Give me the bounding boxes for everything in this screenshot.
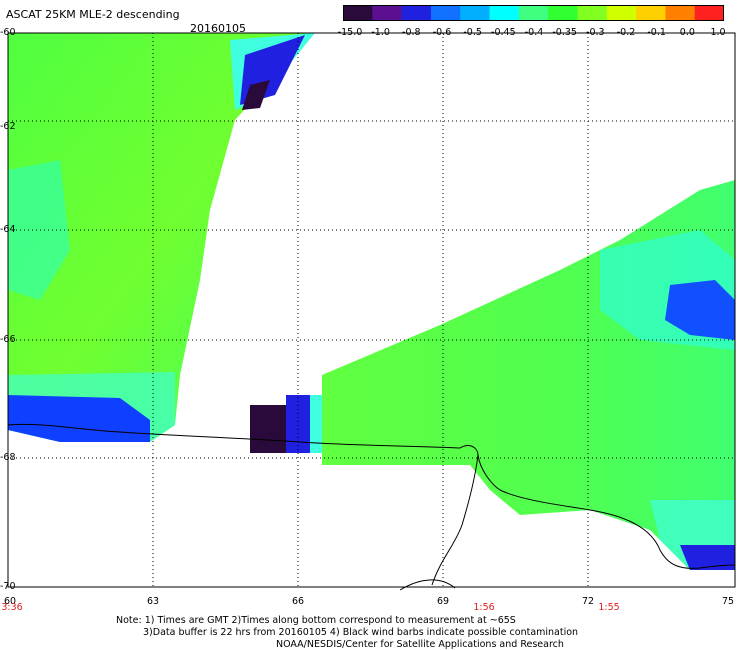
west-cyan-patch [8,160,70,300]
note-line-1: Note: 1) Times are GMT 2)Times along bot… [116,615,516,626]
lon-label-60: 60 [3,596,17,607]
colorbar-segment [606,5,637,21]
lon-label-72: 72 [581,596,595,607]
blue-block [286,395,310,453]
colorbar-segment [548,5,578,21]
time-label-2: 1:56 [473,602,495,613]
colorbar-segment [401,5,432,21]
dark-block [250,405,286,453]
coastline-inland [399,454,479,591]
map-title: ASCAT 25KM MLE-2 descending [6,8,180,21]
lon-label-66: 66 [291,596,305,607]
colorbar-segment [636,5,666,21]
colorbar-segment [577,5,608,21]
lat-label-68: -68 [0,452,16,463]
lat-label-62: -62 [0,121,16,132]
note-line-2: 3)Data buffer is 22 hrs from 20160105 4)… [143,627,579,638]
colorbar-segment [518,5,549,21]
lon-label-69: 69 [436,596,450,607]
lat-label-66: -66 [0,334,16,345]
time-label-1: 3:36 [1,602,23,613]
lon-label-75: 75 [721,596,735,607]
east-blue-patch [665,280,735,340]
note-line-3: NOAA/NESDIS/Center for Satellite Applica… [276,639,564,650]
colorbar [343,5,724,21]
west-dark-top [242,80,270,110]
colorbar-border [343,5,724,21]
colorbar-segment [460,5,491,21]
lat-label-60: -60 [0,27,16,38]
lon-label-63: 63 [146,596,160,607]
colorbar-segment [372,5,403,21]
time-label-3: 1:55 [598,602,620,613]
colorbar-segment [489,5,520,21]
colorbar-segment [665,5,696,21]
west-blue-patch [8,395,150,442]
cyan-block [310,395,322,453]
lat-label-64: -64 [0,224,16,235]
grid [8,32,735,587]
colorbar-segment [343,5,373,21]
colorbar-segment [430,5,461,21]
colorbar-segment [694,5,724,21]
east-blue-south [680,545,735,570]
lat-label-70: -70 [0,581,16,592]
map-frame [7,32,736,588]
map-date: 20160105 [190,22,246,35]
